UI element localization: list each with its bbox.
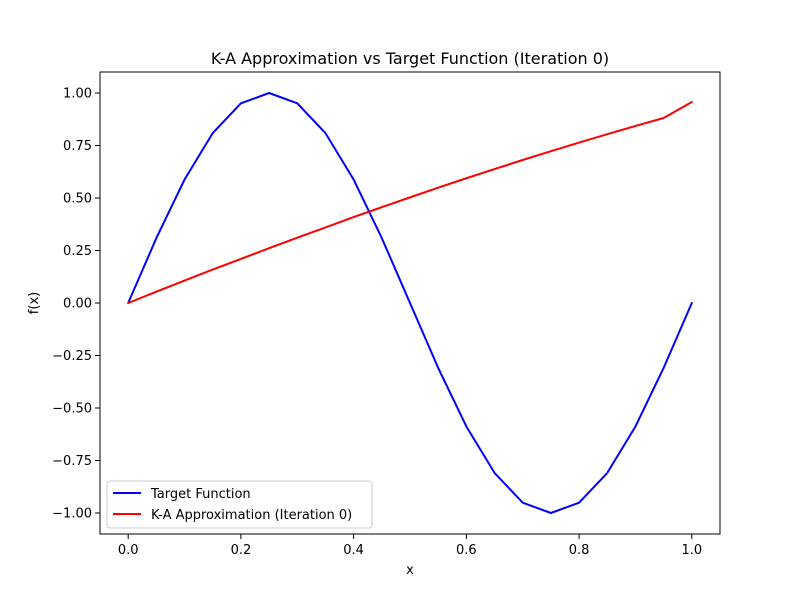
x-tick-label: 0.8 [569,543,590,558]
y-axis-ticks: −1.00 −0.75 −0.50 −0.25 0.00 0.25 0.50 0.75 1.00 [52,87,100,522]
y-axis-label: f(x) [27,292,42,314]
x-axis-ticks: 0.0 0.2 0.4 0.6 0.8 1.0 [118,534,702,558]
chart-title: K-A Approximation vs Target Function (It… [211,49,609,68]
y-tick-label: −0.50 [52,402,92,417]
y-tick-label: 0.00 [63,297,92,312]
x-tick-label: 0.2 [231,543,252,558]
x-tick-label: 0.0 [118,543,139,558]
series-layer [127,92,693,514]
x-tick-label: 1.0 [681,543,702,558]
x-axis-label: x [406,563,414,578]
x-tick-label: 0.4 [343,543,364,558]
legend-label-ka-approximation: K-A Approximation (Iteration 0) [151,508,352,523]
y-tick-label: 0.75 [63,139,92,154]
y-tick-label: −1.00 [52,507,92,522]
x-tick-label: 0.6 [456,543,477,558]
y-tick-label: 0.50 [63,192,92,207]
y-tick-label: −0.75 [52,454,92,469]
y-tick-label: 1.00 [63,87,92,102]
y-tick-label: −0.25 [52,349,92,364]
legend-label-target-function: Target Function [150,487,251,502]
legend: Target Function K-A Approximation (Itera… [106,480,373,529]
series-line-k-a-approximation-iteration-0 [127,101,693,304]
series-line-target-function [127,92,693,514]
legend-box [106,480,373,529]
y-tick-label: 0.25 [63,244,92,259]
